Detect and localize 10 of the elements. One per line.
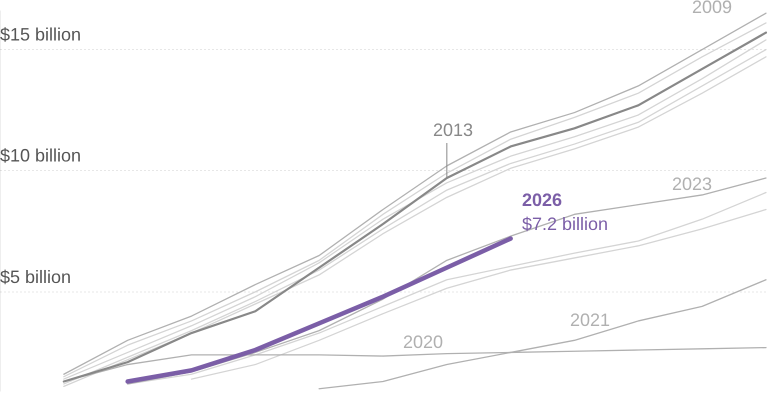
series-label: 2009 bbox=[692, 0, 732, 17]
series-label: 2013 bbox=[432, 120, 474, 140]
y-tick-label: $10 billion bbox=[0, 146, 82, 166]
series-label: 2026 bbox=[522, 190, 562, 210]
annotation: $7.2 billion bbox=[522, 214, 608, 234]
y-tick-label: $15 billion bbox=[0, 24, 82, 45]
y-tick-label: $5 billion bbox=[0, 266, 72, 287]
series-label: 2020 bbox=[402, 332, 444, 352]
series-label: 2023 bbox=[672, 174, 712, 194]
series-label: 2021 bbox=[570, 310, 610, 330]
